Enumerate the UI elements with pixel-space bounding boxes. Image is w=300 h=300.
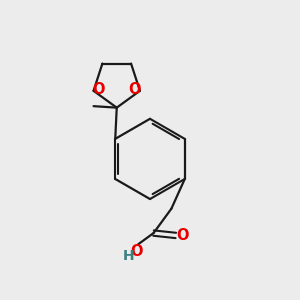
- Text: O: O: [130, 244, 143, 259]
- Text: O: O: [129, 82, 141, 97]
- Text: O: O: [176, 228, 189, 243]
- Text: O: O: [92, 82, 105, 97]
- Text: H: H: [123, 249, 134, 263]
